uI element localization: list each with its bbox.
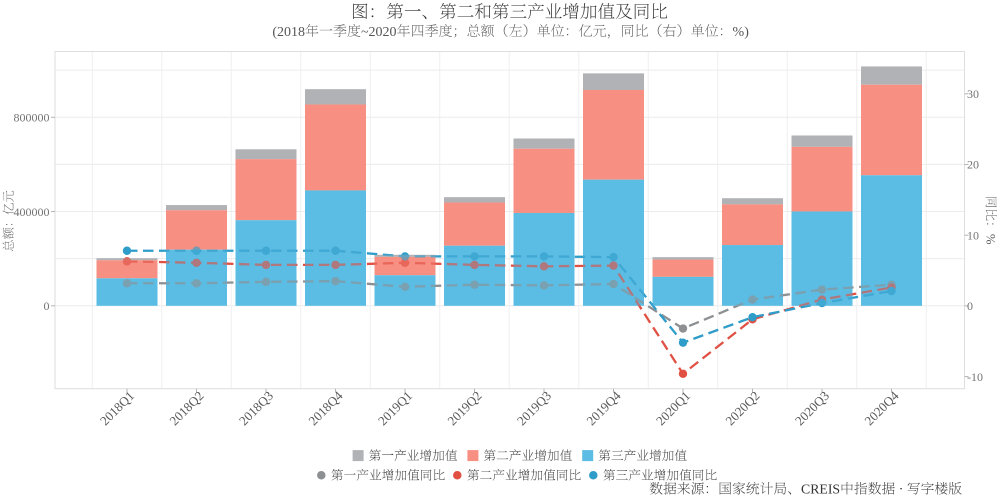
svg-text:·: · bbox=[895, 482, 907, 497]
svg-text:~2020: ~2020 bbox=[361, 25, 397, 40]
svg-text:%: % bbox=[984, 234, 998, 245]
svg-text:400000: 400000 bbox=[14, 205, 50, 219]
svg-text:20: 20 bbox=[967, 158, 979, 172]
svg-text:-10: -10 bbox=[967, 370, 983, 384]
svg-text:10: 10 bbox=[967, 228, 979, 242]
svg-text:800000: 800000 bbox=[14, 111, 50, 125]
svg-text:0: 0 bbox=[967, 299, 973, 313]
svg-text:CREIS: CREIS bbox=[801, 482, 840, 497]
svg-text:%): %) bbox=[733, 25, 750, 40]
svg-text:0: 0 bbox=[44, 299, 50, 313]
svg-text:(2018: (2018 bbox=[272, 25, 305, 40]
svg-text:30: 30 bbox=[967, 87, 979, 101]
